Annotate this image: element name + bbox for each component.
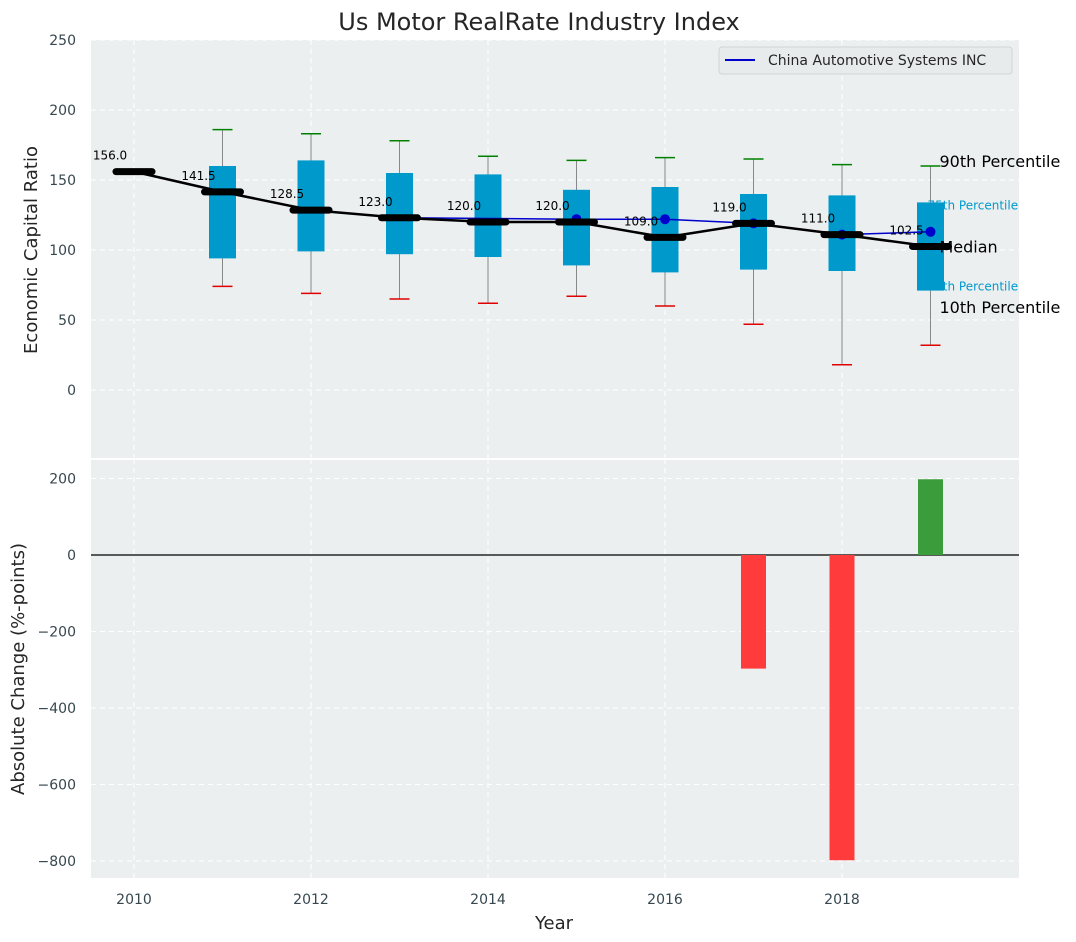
legend-box (718, 46, 1013, 75)
annotation-25th: 25th Percentile (928, 280, 1019, 294)
box-iqr (740, 194, 767, 270)
series-point (925, 226, 936, 237)
median-line (133, 170, 931, 248)
x-tick-label: 2014 (470, 892, 506, 908)
change-bar (918, 479, 943, 555)
bottom-y-axis-label: Absolute Change (%-points) (8, 543, 29, 795)
change-bar (741, 555, 766, 669)
bottom-y-tick-label: −600 (38, 778, 76, 794)
x-tick-label: 2010 (116, 892, 152, 908)
box-iqr (297, 160, 325, 252)
annotation-median: Median (940, 238, 998, 257)
bottom-y-tick-label: −400 (38, 701, 76, 717)
median-value-label: 109.0 (624, 214, 658, 228)
bottom-y-tick-label: 200 (49, 472, 76, 488)
change-bar (829, 555, 855, 861)
median-value-label: 141.5 (181, 169, 215, 183)
top-y-tick-label: 250 (49, 33, 76, 49)
bottom-y-tick-label: −800 (38, 854, 76, 870)
chart-title: Us Motor RealRate Industry Index (338, 8, 740, 36)
x-tick-label: 2016 (647, 892, 683, 908)
median-value-label: 102.5 (889, 224, 923, 238)
bottom-y-tick-label: −200 (38, 625, 76, 641)
chart-marks (91, 128, 1019, 861)
median-value-label: 156.0 (93, 149, 127, 163)
x-tick-label: 2018 (824, 892, 860, 908)
box-iqr (651, 187, 679, 273)
median-value-label: 128.5 (270, 187, 304, 201)
bottom-plot-area (91, 459, 1019, 878)
median-value-label: 123.0 (358, 195, 392, 209)
median-value-label: 120.0 (535, 199, 569, 213)
series-point (660, 214, 670, 225)
bottom-y-tick-label: 0 (67, 548, 76, 564)
median-value-label: 119.0 (712, 200, 746, 214)
box-iqr (209, 166, 236, 259)
median-value-label: 120.0 (447, 199, 481, 213)
box-iqr (563, 189, 590, 266)
top-y-tick-label: 100 (49, 243, 76, 259)
top-y-axis-label: Economic Capital Ratio (21, 146, 42, 354)
legend: China Automotive Systems INC (718, 46, 1013, 75)
chart-text: 0 50 100 150 200 250 −800 −600 −400 −200 0 200 2010 2… (38, 33, 1061, 908)
legend-label: China Automotive Systems INC (768, 53, 986, 69)
top-y-tick-label: 0 (67, 383, 76, 399)
box-iqr (386, 173, 413, 255)
top-y-tick-label: 50 (58, 313, 76, 329)
median-value-label: 111.0 (801, 212, 835, 226)
annotation-10th: 10th Percentile (940, 298, 1061, 317)
box-iqr (474, 174, 502, 257)
top-y-tick-label: 150 (49, 173, 76, 189)
top-y-tick-label: 200 (49, 103, 76, 119)
x-tick-label: 2012 (293, 892, 329, 908)
annotation-90th: 90th Percentile (940, 152, 1061, 171)
annotation-75th: 75th Percentile (928, 198, 1019, 212)
x-axis-label: Year (534, 913, 574, 934)
